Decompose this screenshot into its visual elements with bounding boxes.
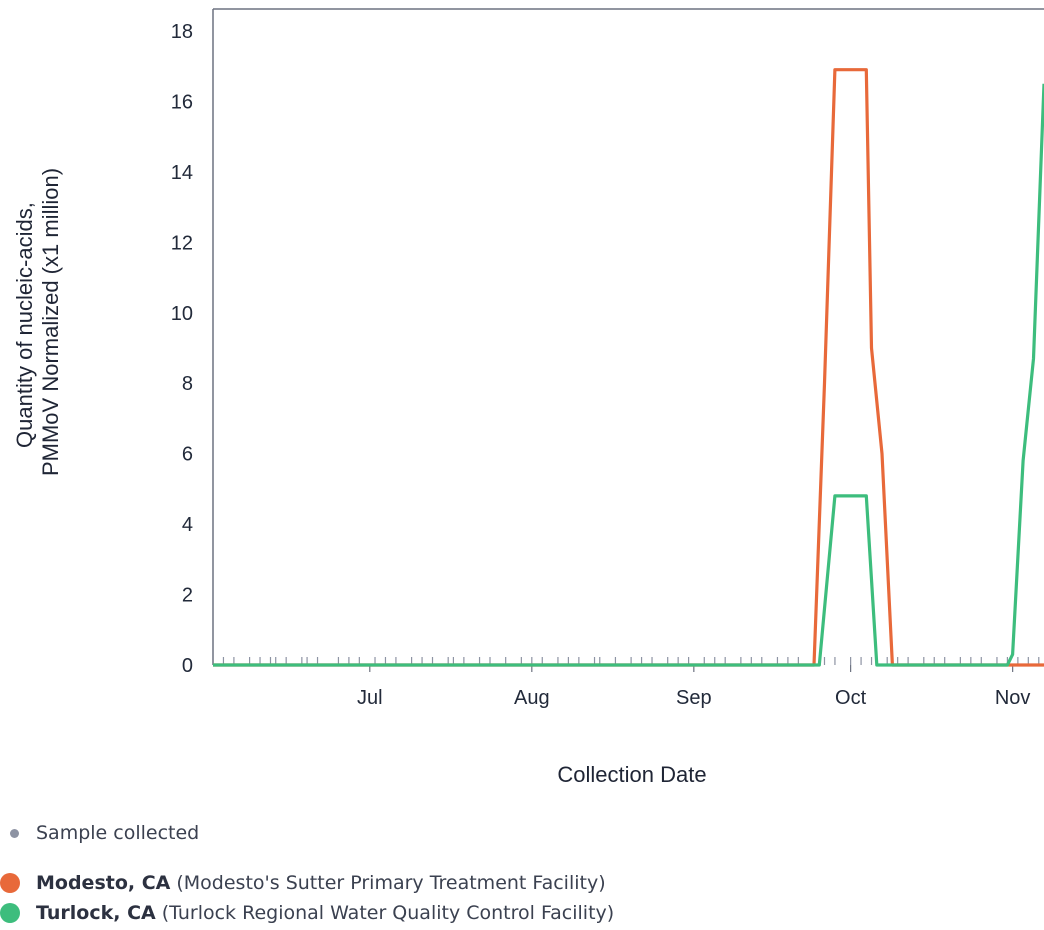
y-tick-label: 2 <box>182 585 193 607</box>
x-tick-label: Aug <box>514 687 550 709</box>
legend-item-turlock[interactable]: Turlock, CA (Turlock Regional Water Qual… <box>0 902 614 924</box>
modesto-dot-icon <box>0 873 20 893</box>
legend-sample-collected: Sample collected <box>0 822 199 844</box>
y-axis: 0 2 4 6 8 10 12 14 16 18 <box>171 21 193 677</box>
y-axis-title-line-1: Quantity of nucleic-acids, <box>12 202 37 448</box>
legend-item-facility: (Modesto's Sutter Primary Treatment Faci… <box>176 872 606 894</box>
legend-item-facility: (Turlock Regional Water Quality Control … <box>161 902 615 924</box>
y-tick-label: 0 <box>182 655 193 677</box>
plot-frame <box>212 8 1044 665</box>
y-tick-label: 6 <box>182 444 193 466</box>
x-tick-label: Oct <box>835 687 867 709</box>
y-tick-label: 16 <box>171 91 193 113</box>
x-tick-label: Jul <box>357 687 383 709</box>
x-axis: Jul Aug Sep Oct Nov <box>357 665 1030 709</box>
turlock-dot-icon <box>0 903 20 923</box>
series-line-turlock[interactable] <box>213 83 1044 667</box>
legend-item-name: Modesto, CA <box>36 872 171 894</box>
legend-sample-label: Sample collected <box>36 822 200 844</box>
y-axis-title-line-2: PMMoV Normalized (x1 million) <box>38 168 63 476</box>
series-line-modesto[interactable] <box>213 68 1044 667</box>
legend-item-modesto[interactable]: Modesto, CA (Modesto's Sutter Primary Tr… <box>0 872 606 894</box>
y-axis-title: Quantity of nucleic-acids, PMMoV Normali… <box>12 168 63 476</box>
y-tick-label: 4 <box>182 514 193 536</box>
y-tick-label: 10 <box>171 303 193 325</box>
y-tick-label: 14 <box>171 162 193 184</box>
legend-item-name: Turlock, CA <box>36 902 156 924</box>
y-tick-label: 8 <box>182 373 193 395</box>
x-tick-label: Nov <box>995 687 1031 709</box>
y-tick-label: 12 <box>171 232 193 254</box>
sample-dot-icon <box>10 828 19 838</box>
y-tick-label: 18 <box>171 21 193 43</box>
x-tick-label: Sep <box>676 687 712 709</box>
chart: Jul Aug Sep Oct Nov 0 2 4 6 8 10 12 14 16 18 Collecti… <box>12 8 1044 787</box>
x-axis-title: Collection Date <box>557 762 706 787</box>
series-lines <box>213 68 1044 667</box>
